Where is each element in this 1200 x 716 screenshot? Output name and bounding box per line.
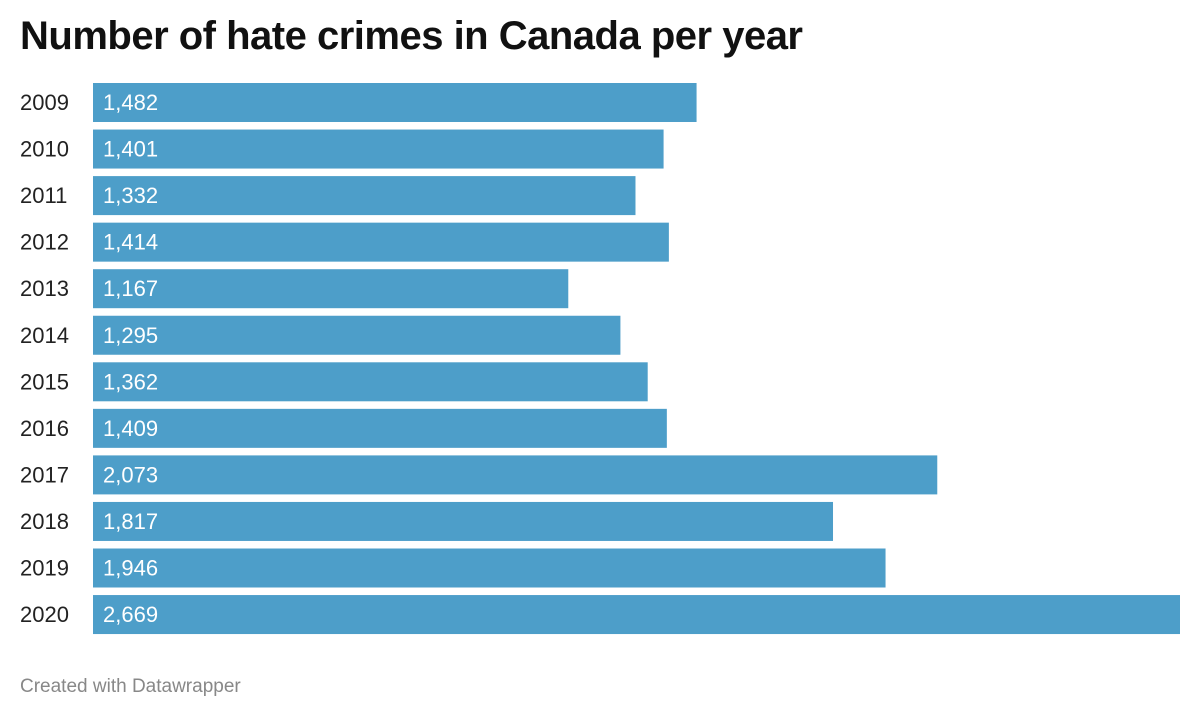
- bar-value-label: 1,409: [103, 416, 158, 441]
- category-label: 2014: [20, 323, 69, 348]
- category-label: 2019: [20, 556, 69, 581]
- bar-value-label: 2,669: [103, 602, 158, 627]
- bar-value-label: 1,295: [103, 323, 158, 348]
- category-label: 2017: [20, 462, 69, 487]
- bar: [93, 83, 697, 122]
- category-label: 2010: [20, 137, 69, 162]
- bar: [93, 548, 886, 588]
- bar-value-label: 1,482: [103, 90, 158, 115]
- chart-title: Number of hate crimes in Canada per year: [20, 14, 803, 58]
- bar: [93, 269, 569, 309]
- category-label: 2013: [20, 276, 69, 301]
- bar-value-label: 1,946: [103, 556, 158, 581]
- category-label: 2015: [20, 369, 69, 394]
- bar: [93, 455, 938, 495]
- category-label: 2009: [20, 90, 69, 115]
- bar-value-label: 1,362: [103, 369, 158, 394]
- bar-value-label: 2,073: [103, 462, 158, 487]
- bar: [93, 408, 667, 448]
- category-label: 2012: [20, 230, 69, 255]
- bar: [93, 176, 636, 216]
- category-label: 2011: [20, 183, 67, 208]
- bar-value-label: 1,817: [103, 509, 158, 534]
- bar: [93, 222, 669, 262]
- datawrapper-credit: Created with Datawrapper: [20, 676, 241, 697]
- bar-value-label: 1,401: [103, 137, 158, 162]
- category-label: 2016: [20, 416, 69, 441]
- bar: [93, 315, 621, 355]
- bar: [93, 501, 834, 541]
- bar: [93, 362, 648, 402]
- bar-value-label: 1,332: [103, 183, 158, 208]
- bar-value-label: 1,414: [103, 230, 158, 255]
- bar-value-label: 1,167: [103, 276, 158, 301]
- bar: [93, 595, 1180, 635]
- category-label: 2020: [20, 602, 69, 627]
- category-label: 2018: [20, 509, 69, 534]
- bar: [93, 129, 664, 169]
